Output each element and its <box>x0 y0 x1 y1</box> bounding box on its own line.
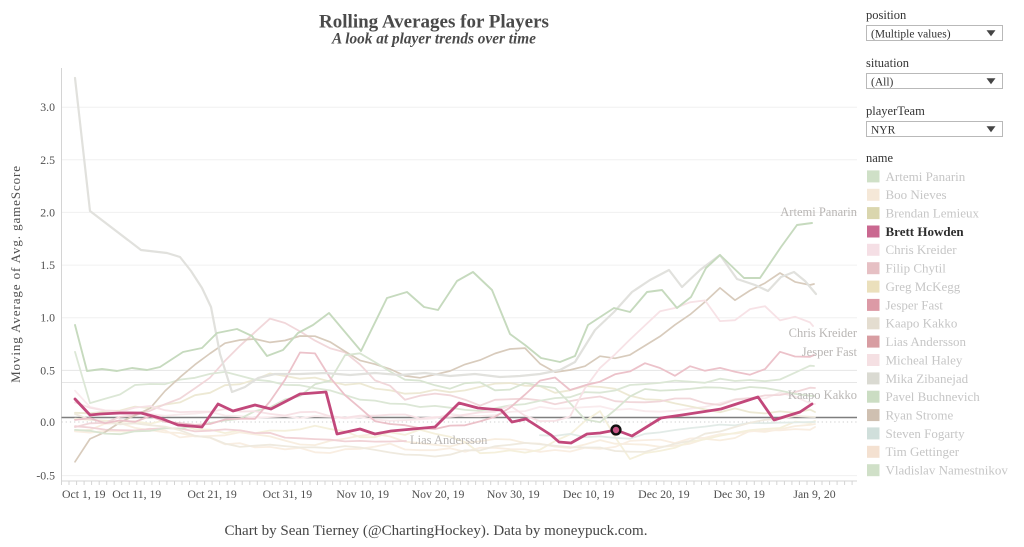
svg-text:Jesper Fast: Jesper Fast <box>802 345 858 359</box>
svg-text:Greg McKegg: Greg McKegg <box>886 279 961 294</box>
svg-text:Boo Nieves: Boo Nieves <box>886 187 947 202</box>
svg-text:Steven Fogarty: Steven Fogarty <box>886 426 966 441</box>
svg-text:playerTeam: playerTeam <box>866 104 925 118</box>
svg-text:Nov 10, 19: Nov 10, 19 <box>336 487 389 501</box>
svg-text:2.5: 2.5 <box>40 153 55 167</box>
svg-text:Chart by Sean Tierney (@Charti: Chart by Sean Tierney (@ChartingHockey).… <box>225 523 648 539</box>
svg-text:1.0: 1.0 <box>40 311 55 325</box>
svg-text:(All): (All) <box>871 77 894 89</box>
svg-text:Oct 21, 19: Oct 21, 19 <box>187 487 237 501</box>
svg-text:Nov 30, 19: Nov 30, 19 <box>487 487 540 501</box>
svg-text:0.0: 0.0 <box>40 415 55 429</box>
svg-text:NYR: NYR <box>871 125 896 137</box>
svg-text:Kaapo Kakko: Kaapo Kakko <box>788 388 857 402</box>
svg-text:Kaapo Kakko: Kaapo Kakko <box>886 316 958 331</box>
svg-text:Lias Andersson: Lias Andersson <box>886 334 967 349</box>
svg-text:Chris Kreider: Chris Kreider <box>886 242 958 257</box>
svg-text:Nov 20, 19: Nov 20, 19 <box>412 487 465 501</box>
svg-text:Chris Kreider: Chris Kreider <box>789 326 858 340</box>
svg-text:Artemi Panarin: Artemi Panarin <box>780 205 857 219</box>
svg-text:3.0: 3.0 <box>40 100 55 114</box>
svg-text:Moving Average of Avg. gameSco: Moving Average of Avg. gameScore <box>8 165 23 383</box>
svg-text:(Multiple values): (Multiple values) <box>871 29 951 41</box>
svg-text:Jesper Fast: Jesper Fast <box>886 297 944 312</box>
svg-text:0.5: 0.5 <box>40 363 55 377</box>
svg-text:Oct 1, 19: Oct 1, 19 <box>62 487 106 501</box>
svg-text:Lias Andersson: Lias Andersson <box>410 433 488 447</box>
svg-text:situation: situation <box>866 56 910 70</box>
svg-text:Dec 30, 19: Dec 30, 19 <box>713 487 765 501</box>
svg-text:-0.5: -0.5 <box>36 469 55 483</box>
svg-text:Mika Zibanejad: Mika Zibanejad <box>886 371 969 386</box>
svg-text:Ryan Strome: Ryan Strome <box>886 408 954 423</box>
svg-text:Vladislav Namestnikov: Vladislav Namestnikov <box>886 463 1009 478</box>
svg-text:Pavel Buchnevich: Pavel Buchnevich <box>886 389 981 404</box>
svg-text:Filip Chytil: Filip Chytil <box>886 261 947 276</box>
svg-text:Dec 10, 19: Dec 10, 19 <box>563 487 615 501</box>
svg-text:Rolling Averages for Players: Rolling Averages for Players <box>319 12 549 33</box>
svg-text:Artemi Panarin: Artemi Panarin <box>886 169 966 184</box>
svg-text:Brendan Lemieux: Brendan Lemieux <box>886 206 980 221</box>
svg-text:Oct 11, 19: Oct 11, 19 <box>112 487 161 501</box>
svg-text:Jan 9, 20: Jan 9, 20 <box>793 487 835 501</box>
svg-text:Brett Howden: Brett Howden <box>886 224 965 239</box>
svg-text:Tim Gettinger: Tim Gettinger <box>886 444 960 459</box>
svg-text:Oct 31, 19: Oct 31, 19 <box>263 487 313 501</box>
svg-text:Dec 20, 19: Dec 20, 19 <box>638 487 690 501</box>
svg-text:1.5: 1.5 <box>40 258 55 272</box>
svg-text:2.0: 2.0 <box>40 205 55 219</box>
svg-text:name: name <box>866 151 894 165</box>
svg-text:position: position <box>866 8 907 22</box>
svg-text:A look at player trends over t: A look at player trends over time <box>331 31 536 48</box>
svg-text:Micheal Haley: Micheal Haley <box>886 352 963 367</box>
